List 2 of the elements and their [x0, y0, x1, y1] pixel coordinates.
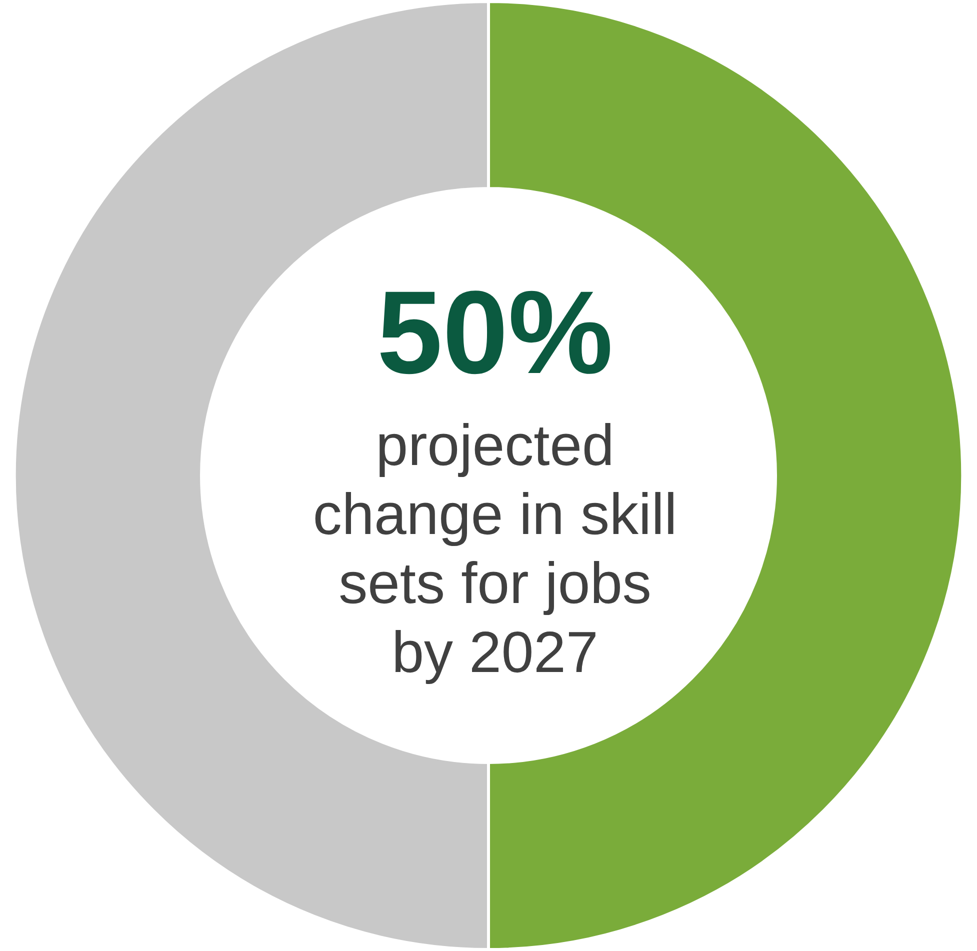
text: 50% — [376, 267, 614, 399]
text: projected change in skill sets for jobs by 2027 — [312, 413, 678, 685]
